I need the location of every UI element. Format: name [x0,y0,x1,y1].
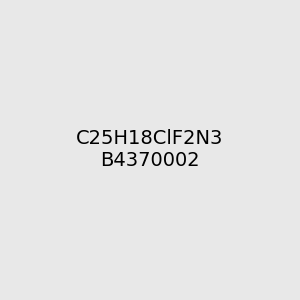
Text: C25H18ClF2N3
B4370002: C25H18ClF2N3 B4370002 [76,130,224,170]
